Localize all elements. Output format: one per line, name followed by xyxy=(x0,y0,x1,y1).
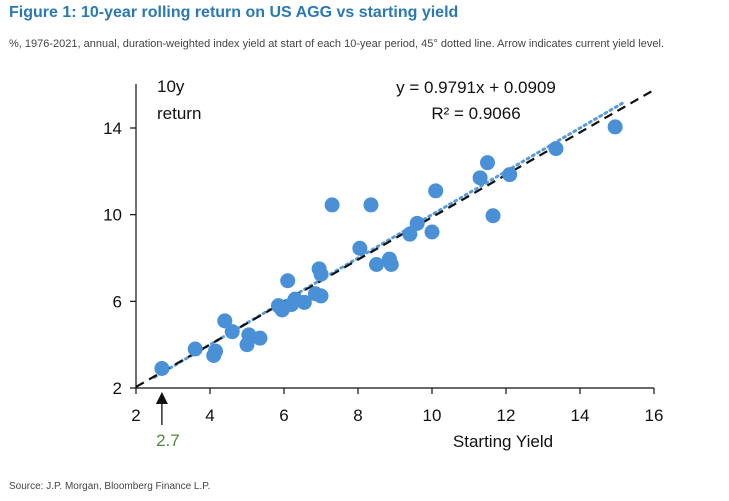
x-tick-label: 2 xyxy=(131,406,140,425)
data-point xyxy=(480,155,495,171)
current-yield-label: 2.7 xyxy=(156,431,180,450)
data-point xyxy=(208,343,224,359)
data-point xyxy=(502,167,518,183)
data-point xyxy=(224,324,240,340)
x-tick-label: 6 xyxy=(279,406,288,425)
data-point xyxy=(187,341,203,357)
regression-equation: y = 0.9791x + 0.0909 xyxy=(396,78,556,97)
data-point xyxy=(154,361,170,376)
x-tick-label: 4 xyxy=(205,406,214,425)
current-yield-marker: 2.7 xyxy=(155,392,180,450)
x-tick-label: 14 xyxy=(571,406,590,425)
y-tick-label: 2 xyxy=(113,379,122,398)
data-point xyxy=(217,313,233,329)
data-point xyxy=(369,257,384,272)
y-tick-label: 14 xyxy=(103,119,122,138)
regression-line xyxy=(135,88,655,388)
x-axis-label: Starting Yield xyxy=(453,432,553,451)
data-point xyxy=(296,294,312,310)
data-point xyxy=(548,141,564,157)
y-tick-label: 10 xyxy=(103,206,122,225)
data-point xyxy=(352,240,368,256)
data-point xyxy=(607,119,623,135)
data-point xyxy=(424,224,440,240)
y-axis-label-line2: return xyxy=(157,104,201,123)
data-point xyxy=(313,288,329,304)
data-point xyxy=(409,215,425,231)
data-point xyxy=(252,330,268,346)
r-squared-label: R² = 0.9066 xyxy=(431,104,520,123)
x-tick-label: 16 xyxy=(645,406,664,425)
data-point xyxy=(313,266,329,282)
x-tick-label: 8 xyxy=(353,406,362,425)
data-points xyxy=(154,119,623,376)
data-point xyxy=(472,170,488,186)
data-point xyxy=(428,183,444,199)
data-point xyxy=(402,226,418,242)
x-tick-label: 10 xyxy=(423,406,442,425)
source-note: Source: J.P. Morgan, Bloomberg Finance L… xyxy=(9,481,211,492)
data-point xyxy=(280,273,296,289)
data-point xyxy=(324,197,340,213)
figure-subtitle: %, 1976-2021, annual, duration-weighted … xyxy=(9,38,665,50)
data-point xyxy=(363,197,379,213)
data-point xyxy=(383,257,399,272)
figure-title: Figure 1: 10-year rolling return on US A… xyxy=(9,4,459,21)
data-point xyxy=(485,208,501,224)
x-tick-label: 12 xyxy=(497,406,516,425)
axes: 2 4 6 8 10 12 14 16 2 6 10 14 xyxy=(103,84,663,425)
current-yield-arrowhead xyxy=(155,392,168,404)
trend-lines xyxy=(135,88,655,388)
scatter-chart: 2 4 6 8 10 12 14 16 2 6 10 14 10y return y = 0.9791… xyxy=(103,77,663,451)
y-axis-label-line1: 10y xyxy=(157,77,185,96)
y-tick-label: 6 xyxy=(113,292,122,311)
